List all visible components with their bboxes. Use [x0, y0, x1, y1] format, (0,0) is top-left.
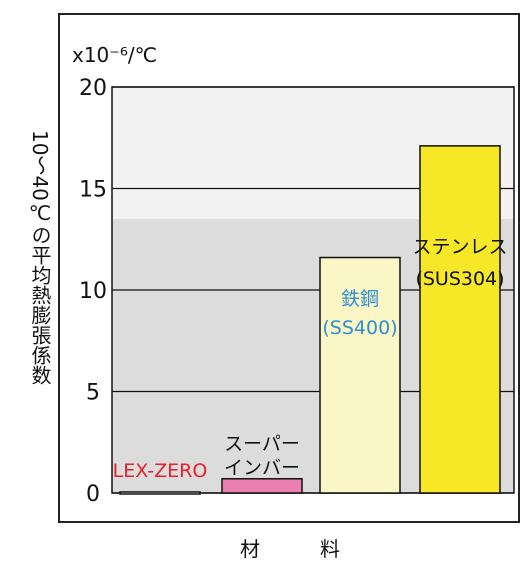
category-label-0-0: LEX-ZERO — [113, 460, 208, 482]
y-tick-label-20: 20 — [79, 76, 107, 101]
category-label-1-1: インバー — [224, 457, 300, 479]
bar-1 — [221, 478, 303, 494]
category-label-2-1: (SS400) — [322, 317, 397, 339]
bar-0 — [119, 491, 201, 495]
unit-label: x10⁻⁶/℃ — [72, 43, 157, 67]
y-tick-label-10: 10 — [79, 279, 107, 304]
category-label-2-0: 鉄鋼 — [341, 288, 379, 310]
category-label-3-1: (SUS304) — [415, 268, 504, 290]
bar-2 — [319, 256, 401, 494]
y-axis-title: 10〜40℃の平均熱膨張係数 — [28, 130, 52, 385]
y-tick-label-15: 15 — [79, 178, 107, 203]
bar-3 — [419, 145, 501, 494]
category-label-3-0: ステンレス — [412, 236, 507, 258]
plot-border — [111, 86, 515, 494]
category-label-1-0: スーパー — [224, 433, 300, 455]
y-tick-label-5: 5 — [86, 381, 100, 406]
x-axis-title: 材 料 — [240, 537, 340, 561]
y-tick-label-0: 0 — [86, 482, 100, 507]
